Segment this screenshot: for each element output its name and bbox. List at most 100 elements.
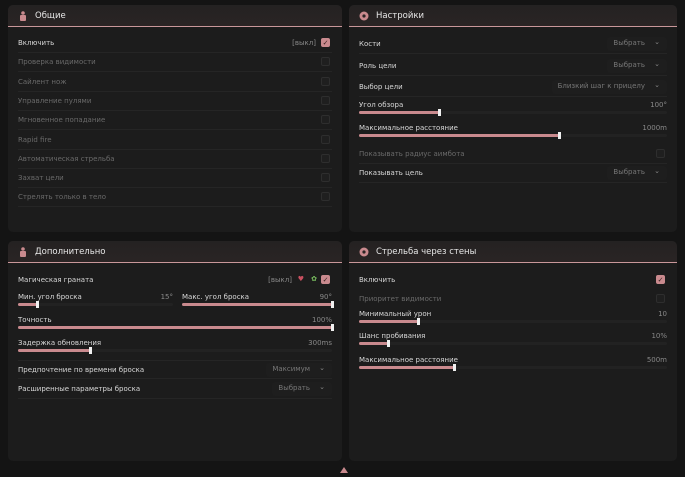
item-checkbox[interactable] bbox=[321, 153, 330, 163]
slider-label: Угол обзора bbox=[359, 101, 404, 109]
enable-label: Включить bbox=[359, 276, 396, 284]
advanced-label: Расширенные параметры броска bbox=[18, 385, 141, 393]
slider-thumb[interactable] bbox=[453, 364, 457, 371]
panel-title: Настройки bbox=[376, 11, 425, 21]
slider-track[interactable] bbox=[182, 301, 334, 308]
slider-thumb[interactable] bbox=[89, 347, 93, 354]
min-angle-slider[interactable]: Мин. угол броска 15° bbox=[18, 293, 173, 311]
slider-thumb[interactable] bbox=[331, 324, 334, 331]
slider-track[interactable] bbox=[18, 324, 334, 331]
panel-header: Общие bbox=[8, 5, 342, 27]
slider-label: Минимальный урон bbox=[359, 310, 432, 318]
item-checkbox[interactable] bbox=[321, 173, 330, 183]
target-select-dropdown[interactable]: Близкий шаг к прицелу ⌄ bbox=[551, 80, 667, 94]
wallbang-enable-checkbox[interactable]: ✓ bbox=[656, 275, 665, 284]
slider-track[interactable] bbox=[359, 132, 667, 139]
show-radius-label: Показывать радиус аимбота bbox=[359, 150, 465, 158]
bones-dropdown[interactable]: Выбрать ⌄ bbox=[607, 37, 667, 51]
wallbang-enable-row: Включить ✓ bbox=[359, 271, 667, 290]
slider-track[interactable] bbox=[18, 301, 173, 308]
show-target-row: Показывать цель Выбрать ⌄ bbox=[359, 164, 667, 183]
gear-icon bbox=[359, 247, 369, 257]
slider-thumb[interactable] bbox=[35, 301, 39, 308]
chevron-down-icon: ⌄ bbox=[654, 38, 660, 46]
slider-thumb[interactable] bbox=[438, 109, 442, 116]
accuracy-slider[interactable]: Точность 100% bbox=[18, 316, 334, 334]
extra-panel: Дополнительно Магическая граната [выкл] ♥ ✿… bbox=[8, 241, 342, 461]
item-checkbox[interactable] bbox=[321, 76, 330, 86]
general-item-row: Сайлент нож bbox=[18, 73, 332, 92]
item-label: Проверка видимости bbox=[18, 58, 96, 67]
item-label: Стрелять только в тело bbox=[18, 193, 107, 202]
character-icon bbox=[20, 247, 26, 257]
keybind-label[interactable]: [выкл] bbox=[268, 276, 292, 284]
dropdown-value: Выбрать bbox=[613, 168, 645, 176]
slider-value: 10% bbox=[651, 332, 667, 340]
slider-thumb[interactable] bbox=[331, 301, 334, 308]
slider-thumb[interactable] bbox=[416, 318, 420, 325]
item-checkbox[interactable] bbox=[321, 134, 330, 144]
slider-track[interactable] bbox=[18, 347, 332, 354]
show-target-dropdown[interactable]: Выбрать ⌄ bbox=[607, 166, 667, 180]
dropdown-value: Выбрать bbox=[613, 39, 645, 47]
magic-grenade-row: Магическая граната [выкл] ♥ ✿ ✓ bbox=[18, 271, 332, 290]
bones-row: Кости Выбрать ⌄ bbox=[359, 35, 667, 54]
item-checkbox[interactable]: ✓ bbox=[321, 38, 330, 47]
slider-fill bbox=[18, 303, 37, 306]
show-radius-row: Показывать радиус аимбота bbox=[359, 145, 667, 164]
color-picker-icon[interactable]: ✿ bbox=[311, 275, 317, 283]
item-checkbox[interactable] bbox=[321, 192, 330, 202]
throw-pref-dropdown[interactable]: Максимум ⌄ bbox=[266, 363, 332, 377]
throw-pref-label: Предпочтение по времени броска bbox=[18, 366, 145, 374]
dropdown-value: Выбрать bbox=[613, 61, 645, 69]
resize-handle-icon[interactable] bbox=[340, 467, 348, 473]
target-role-dropdown[interactable]: Выбрать ⌄ bbox=[607, 59, 667, 73]
magic-grenade-label: Магическая граната bbox=[18, 276, 94, 284]
slider-fill bbox=[359, 134, 560, 137]
slider-thumb[interactable] bbox=[558, 132, 562, 139]
pen-chance-slider[interactable]: Шанс пробивания 10% bbox=[359, 332, 667, 350]
max-angle-slider[interactable]: Макс. угол броска 90° bbox=[182, 293, 334, 311]
max-distance-slider[interactable]: Максимальное расстояние 1000m bbox=[359, 124, 667, 142]
magic-grenade-checkbox[interactable]: ✓ bbox=[321, 275, 330, 284]
show-radius-checkbox[interactable] bbox=[656, 149, 665, 158]
advanced-row: Расширенные параметры броска Выбрать ⌄ bbox=[18, 380, 332, 399]
slider-track[interactable] bbox=[359, 109, 667, 116]
panel-title: Стрельба через стены bbox=[376, 247, 477, 257]
chevron-down-icon: ⌄ bbox=[654, 81, 660, 89]
slider-thumb[interactable] bbox=[387, 340, 391, 347]
slider-label: Максимальное расстояние bbox=[359, 124, 458, 132]
fov-slider[interactable]: Угол обзора 100° bbox=[359, 101, 667, 119]
slider-track[interactable] bbox=[359, 340, 667, 347]
vis-priority-checkbox[interactable] bbox=[656, 294, 665, 303]
panel-header: Настройки bbox=[349, 5, 677, 27]
slider-fill bbox=[18, 349, 91, 352]
item-checkbox[interactable] bbox=[321, 115, 330, 125]
slider-track[interactable] bbox=[359, 364, 667, 371]
general-item-row: Rapid fire bbox=[18, 131, 332, 150]
throw-pref-row: Предпочтение по времени броска Максимум ⌄ bbox=[18, 360, 332, 379]
slider-fill bbox=[359, 111, 440, 114]
target-select-label: Выбор цели bbox=[359, 83, 403, 91]
heart-icon[interactable]: ♥ bbox=[297, 275, 304, 283]
update-delay-slider[interactable]: Задержка обновления 300ms bbox=[18, 339, 332, 357]
item-checkbox[interactable] bbox=[321, 95, 330, 105]
vis-priority-label: Приоритет видимости bbox=[359, 295, 442, 303]
chevron-down-icon: ⌄ bbox=[319, 383, 325, 391]
slider-value: 15° bbox=[160, 293, 173, 301]
slider-track[interactable] bbox=[359, 318, 667, 325]
advanced-dropdown[interactable]: Выбрать ⌄ bbox=[272, 382, 332, 396]
bones-label: Кости bbox=[359, 40, 381, 48]
slider-value: 90° bbox=[319, 293, 332, 301]
slider-value: 100% bbox=[311, 316, 332, 324]
target-role-label: Роль цели bbox=[359, 62, 397, 70]
character-icon bbox=[20, 11, 26, 21]
keybind-label[interactable]: [выкл] bbox=[292, 39, 316, 47]
dropdown-value: Выбрать bbox=[278, 384, 310, 392]
item-checkbox[interactable] bbox=[321, 57, 330, 67]
min-damage-slider[interactable]: Минимальный урон 10 bbox=[359, 310, 667, 328]
wallbang-max-distance-slider[interactable]: Максимальное расстояние 500m bbox=[359, 356, 667, 374]
general-item-row: Захват цели bbox=[18, 169, 332, 189]
slider-value: 500m bbox=[646, 356, 667, 364]
slider-label: Задержка обновления bbox=[18, 339, 102, 347]
